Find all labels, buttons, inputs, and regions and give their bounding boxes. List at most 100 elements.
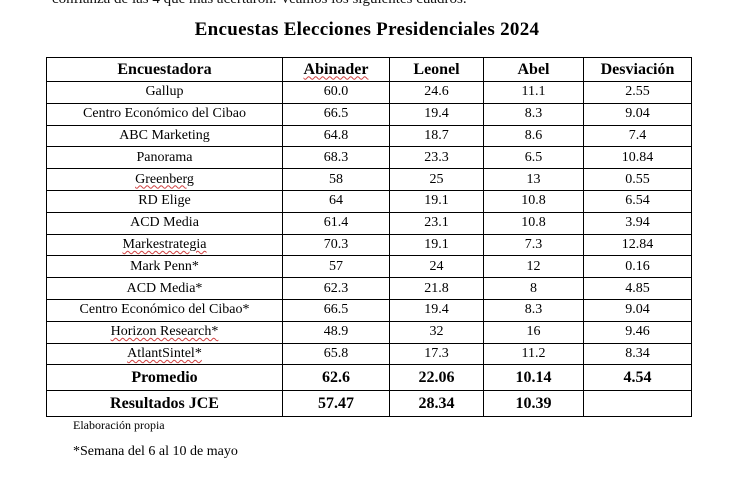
header-abinader-label: Abinader — [303, 60, 369, 78]
polls-table: Encuestadora Abinader Leonel Abel Desvia… — [46, 57, 692, 418]
cell-pollster: ACD Media — [46, 211, 283, 235]
table-row: ABC Marketing 64.8 18.7 8.6 7.4 — [46, 124, 692, 148]
results-leonel: 28.34 — [389, 390, 484, 418]
cell-leonel: 32 — [389, 320, 484, 344]
table-row: ACD Media* 62.3 21.8 8 4.85 — [46, 277, 692, 300]
cell-leonel: 23.3 — [389, 146, 484, 170]
cell-leonel: 19.4 — [389, 298, 484, 322]
cell-abel: 10.8 — [483, 211, 584, 235]
header-abel: Abel — [483, 57, 584, 82]
cell-abel: 13 — [483, 168, 584, 191]
cell-desviacion: 7.4 — [583, 124, 692, 148]
cell-abel: 10.8 — [483, 189, 584, 213]
table-row: Panorama 68.3 23.3 6.5 10.84 — [46, 146, 692, 170]
cell-desviacion: 0.55 — [583, 168, 692, 191]
cell-leonel: 23.1 — [389, 211, 484, 235]
cell-pollster-label: AtlantSintel* — [127, 345, 202, 361]
cell-pollster-label: Greenberg — [135, 171, 194, 187]
cell-abinader: 58 — [282, 168, 390, 191]
header-desviacion: Desviación — [583, 57, 692, 82]
cell-leonel: 19.4 — [389, 102, 484, 126]
cell-pollster: RD Elige — [46, 189, 283, 213]
cell-abel: 6.5 — [483, 146, 584, 170]
cell-pollster: ABC Marketing — [46, 124, 283, 148]
table-row: Mark Penn* 57 24 12 0.16 — [46, 255, 692, 279]
cell-abinader: 62.3 — [282, 277, 390, 300]
results-label: Resultados JCE — [46, 390, 283, 418]
source-note: Elaboración propia — [73, 418, 165, 432]
footnote: *Semana del 6 al 10 de mayo — [73, 444, 238, 459]
table-row: ACD Media 61.4 23.1 10.8 3.94 — [46, 211, 692, 235]
table-row: Markestrategia 70.3 19.1 7.3 12.84 — [46, 233, 692, 257]
average-abinader: 62.6 — [282, 364, 390, 392]
cell-pollster: Markestrategia — [46, 233, 283, 257]
cell-desviacion: 8.34 — [583, 342, 692, 366]
cell-abinader: 68.3 — [282, 146, 390, 170]
cell-pollster: Horizon Research* — [46, 320, 283, 344]
average-abel: 10.14 — [483, 364, 584, 392]
results-abinader: 57.47 — [282, 390, 390, 418]
header-leonel: Leonel — [389, 57, 484, 82]
cell-pollster: Centro Económico del Cibao* — [46, 298, 283, 322]
cell-pollster: Mark Penn* — [46, 255, 283, 279]
cell-abinader: 64 — [282, 189, 390, 213]
table-row: Greenberg 58 25 13 0.55 — [46, 168, 692, 191]
cell-pollster-label: Markestrategia — [122, 236, 207, 252]
cell-abel: 12 — [483, 255, 584, 279]
cell-abel: 16 — [483, 320, 584, 344]
previous-paragraph-text: confianza de las 4 que más acertaron. Ve… — [52, 0, 467, 8]
cell-desviacion: 2.55 — [583, 81, 692, 104]
cell-leonel: 24.6 — [389, 81, 484, 104]
cell-desviacion: 6.54 — [583, 189, 692, 213]
table-row: Centro Económico del Cibao 66.5 19.4 8.3… — [46, 102, 692, 126]
header-abinader: Abinader — [282, 57, 390, 82]
cell-leonel: 18.7 — [389, 124, 484, 148]
cell-pollster: Panorama — [46, 146, 283, 170]
cell-pollster: Centro Económico del Cibao — [46, 102, 283, 126]
cell-pollster: ACD Media* — [46, 277, 283, 300]
cell-abinader: 57 — [282, 255, 390, 279]
cell-pollster: Gallup — [46, 81, 283, 104]
cell-abinader: 64.8 — [282, 124, 390, 148]
cell-abel: 8 — [483, 277, 584, 300]
average-desviacion: 4.54 — [583, 364, 692, 392]
table-row: RD Elige 64 19.1 10.8 6.54 — [46, 189, 692, 213]
average-label: Promedio — [46, 364, 283, 392]
cell-desviacion: 9.04 — [583, 102, 692, 126]
average-leonel: 22.06 — [389, 364, 484, 392]
cell-desviacion: 3.94 — [583, 211, 692, 235]
cell-leonel: 19.1 — [389, 233, 484, 257]
cell-leonel: 21.8 — [389, 277, 484, 300]
cell-pollster: AtlantSintel* — [46, 342, 283, 366]
cell-abel: 8.3 — [483, 102, 584, 126]
cell-desviacion: 0.16 — [583, 255, 692, 279]
cell-abel: 11.2 — [483, 342, 584, 366]
cell-leonel: 24 — [389, 255, 484, 279]
cell-leonel: 19.1 — [389, 189, 484, 213]
cell-abel: 7.3 — [483, 233, 584, 257]
cell-abinader: 61.4 — [282, 211, 390, 235]
average-row: Promedio 62.6 22.06 10.14 4.54 — [46, 364, 692, 392]
cell-leonel: 17.3 — [389, 342, 484, 366]
cell-abinader: 66.5 — [282, 298, 390, 322]
cell-desviacion: 9.46 — [583, 320, 692, 344]
results-abel: 10.39 — [483, 390, 584, 418]
table-row: AtlantSintel* 65.8 17.3 11.2 8.34 — [46, 342, 692, 366]
header-encuestadora: Encuestadora — [46, 57, 283, 82]
cell-pollster-label: Horizon Research* — [110, 324, 219, 340]
cell-abinader: 60.0 — [282, 81, 390, 104]
cell-abinader: 48.9 — [282, 320, 390, 344]
cell-abinader: 70.3 — [282, 233, 390, 257]
cell-abel: 8.6 — [483, 124, 584, 148]
table-row: Horizon Research* 48.9 32 16 9.46 — [46, 320, 692, 344]
cell-leonel: 25 — [389, 168, 484, 191]
cell-pollster: Greenberg — [46, 168, 283, 191]
cell-desviacion: 9.04 — [583, 298, 692, 322]
cell-desviacion: 4.85 — [583, 277, 692, 300]
cell-abinader: 65.8 — [282, 342, 390, 366]
cell-abinader: 66.5 — [282, 102, 390, 126]
table-row: Centro Económico del Cibao* 66.5 19.4 8.… — [46, 298, 692, 322]
table-row: Gallup 60.0 24.6 11.1 2.55 — [46, 81, 692, 104]
cell-abel: 8.3 — [483, 298, 584, 322]
table-header-row: Encuestadora Abinader Leonel Abel Desvia… — [46, 57, 692, 82]
